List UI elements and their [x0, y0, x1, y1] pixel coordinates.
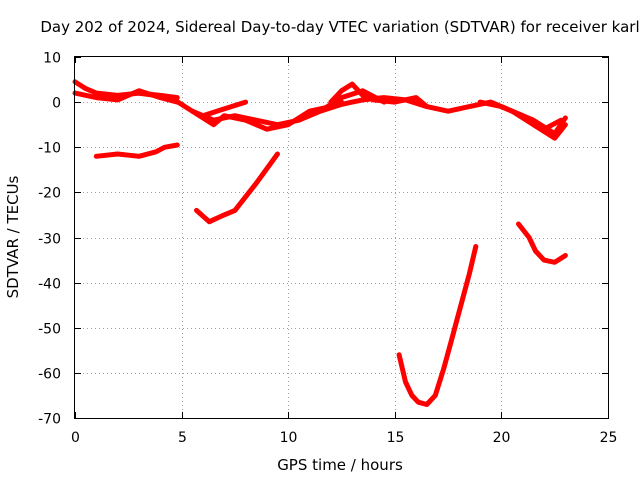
series-line-trace-m [516, 221, 568, 265]
ticks [75, 57, 609, 419]
x-tick-label: 20 [493, 430, 511, 446]
y-tick-label: -30 [38, 232, 61, 248]
series-line-trace-k [194, 151, 280, 225]
x-tick-labels: 0 5 10 15 20 25 [71, 430, 617, 446]
chart-title: Day 202 of 2024, Sidereal Day-to-day VTE… [40, 18, 639, 36]
y-tick-label: -20 [38, 186, 61, 202]
grid [75, 57, 608, 418]
x-axis-label: GPS time / hours [277, 456, 403, 474]
series-line-trace-h [317, 88, 387, 114]
y-tick-label: -50 [38, 322, 61, 338]
y-tick-label: -60 [38, 367, 61, 383]
series-line-trace-g [328, 81, 430, 110]
y-tick-label: 0 [52, 96, 61, 112]
plot-frame [74, 56, 609, 419]
y-tick-labels: 10 0 -10 -20 -30 -40 -50 -60 -70 [38, 51, 61, 428]
series-layer [72, 79, 568, 407]
y-tick-label: -10 [38, 141, 61, 157]
x-tick-label: 25 [600, 430, 618, 446]
y-axis-label: SDTVAR / TECUs [4, 175, 22, 298]
series-line-trace-c [93, 142, 180, 159]
x-tick-label: 5 [178, 430, 187, 446]
x-tick-label: 0 [71, 430, 80, 446]
y-tick-label: -40 [38, 277, 61, 293]
series-line-trace-e [189, 99, 344, 132]
series-line-trace-j [509, 108, 568, 137]
y-tick-label: -70 [38, 412, 61, 428]
series-line-trace-f [200, 99, 249, 119]
x-tick-label: 10 [280, 430, 298, 446]
series-line-trace-l [396, 244, 479, 407]
y-tick-label: 10 [43, 51, 61, 67]
x-tick-label: 15 [387, 430, 405, 446]
